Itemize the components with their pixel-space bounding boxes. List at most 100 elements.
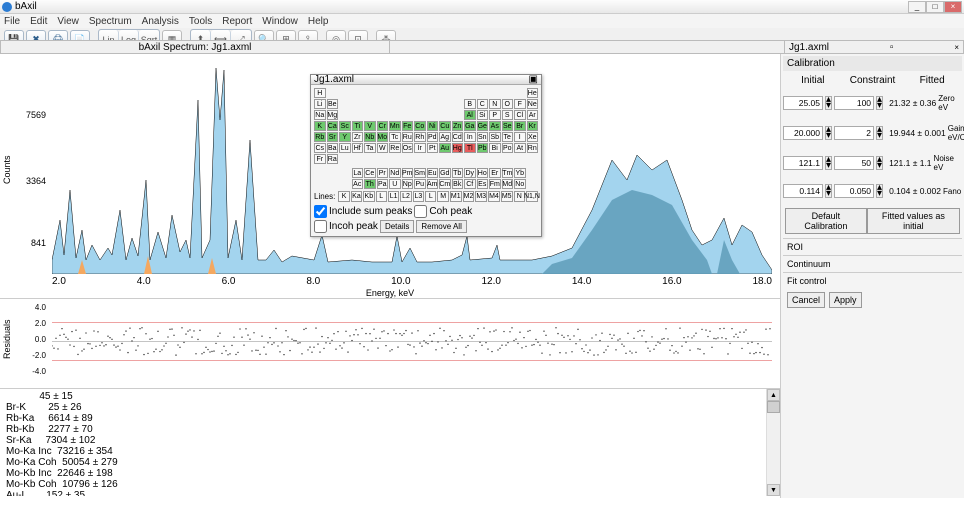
element-Hf[interactable]: Hf xyxy=(352,143,364,153)
element-He[interactable]: He xyxy=(527,88,539,98)
line-L2[interactable]: L2 xyxy=(400,191,411,202)
maximize-button[interactable]: □ xyxy=(926,1,944,13)
element-Kr[interactable]: Kr xyxy=(527,121,539,131)
line-Kb[interactable]: Kb xyxy=(363,191,374,202)
element-Rh[interactable]: Rh xyxy=(414,132,426,142)
element-Sr[interactable]: Sr xyxy=(327,132,339,142)
residuals-plot[interactable]: Residuals 4.0 2.0 0.0 -2.0 -4.0 xyxy=(0,298,780,388)
line-L1[interactable]: L1 xyxy=(388,191,399,202)
element-Cu[interactable]: Cu xyxy=(439,121,451,131)
element-Pt[interactable]: Pt xyxy=(427,143,439,153)
menu-tools[interactable]: Tools xyxy=(189,16,212,27)
line-N1,N[interactable]: N1,N xyxy=(526,191,538,202)
element-Gd[interactable]: Gd xyxy=(439,168,451,178)
element-Br[interactable]: Br xyxy=(514,121,526,131)
element-Hg[interactable]: Hg xyxy=(452,143,464,153)
element-Po[interactable]: Po xyxy=(502,143,514,153)
element-Nd[interactable]: Nd xyxy=(389,168,401,178)
element-Yb[interactable]: Yb xyxy=(514,168,526,178)
element-Ho[interactable]: Ho xyxy=(477,168,489,178)
line-M2[interactable]: M2 xyxy=(463,191,475,202)
line-M5[interactable]: M5 xyxy=(501,191,513,202)
element-Al[interactable]: Al xyxy=(464,110,476,120)
element-Cr[interactable]: Cr xyxy=(377,121,389,131)
calib-init-2[interactable] xyxy=(783,156,823,170)
element-Ir[interactable]: Ir xyxy=(414,143,426,153)
element-Ge[interactable]: Ge xyxy=(477,121,489,131)
file-tab[interactable]: Jg1.axml ▫ × xyxy=(784,40,964,54)
element-Y[interactable]: Y xyxy=(339,132,351,142)
element-Ti[interactable]: Ti xyxy=(352,121,364,131)
element-Os[interactable]: Os xyxy=(402,143,414,153)
minimize-button[interactable]: _ xyxy=(908,1,926,13)
remove-all-button[interactable]: Remove All xyxy=(416,220,466,233)
roi-section[interactable]: ROI xyxy=(783,238,962,255)
menu-view[interactable]: View xyxy=(57,16,79,27)
element-Pr[interactable]: Pr xyxy=(377,168,389,178)
details-button[interactable]: Details xyxy=(380,220,414,233)
menu-file[interactable]: File xyxy=(4,16,20,27)
element-Mg[interactable]: Mg xyxy=(327,110,339,120)
element-Bk[interactable]: Bk xyxy=(452,179,464,189)
results-scrollbar[interactable]: ▲ ▼ xyxy=(766,389,780,496)
element-Zn[interactable]: Zn xyxy=(452,121,464,131)
element-Am[interactable]: Am xyxy=(427,179,439,189)
line-M3[interactable]: M3 xyxy=(475,191,487,202)
line-M1[interactable]: M1 xyxy=(450,191,462,202)
element-Md[interactable]: Md xyxy=(502,179,514,189)
fitted-as-initial-button[interactable]: Fitted values as initial xyxy=(867,208,960,234)
element-Pm[interactable]: Pm xyxy=(402,168,414,178)
coh-peak-checkbox[interactable]: Coh peak xyxy=(414,205,472,218)
calib-con-0[interactable] xyxy=(834,96,874,110)
element-As[interactable]: As xyxy=(489,121,501,131)
menu-help[interactable]: Help xyxy=(308,16,329,27)
element-P[interactable]: P xyxy=(489,110,501,120)
element-Dy[interactable]: Dy xyxy=(464,168,476,178)
element-Rb[interactable]: Rb xyxy=(314,132,326,142)
element-Tl[interactable]: Tl xyxy=(464,143,476,153)
element-Np[interactable]: Np xyxy=(402,179,414,189)
calib-init-1[interactable] xyxy=(783,126,823,140)
continuum-section[interactable]: Continuum xyxy=(783,255,962,272)
element-S[interactable]: S xyxy=(502,110,514,120)
element-Cd[interactable]: Cd xyxy=(452,132,464,142)
element-Pb[interactable]: Pb xyxy=(477,143,489,153)
element-Tc[interactable]: Tc xyxy=(389,132,401,142)
element-Be[interactable]: Be xyxy=(327,99,339,109)
line-Ka[interactable]: Ka xyxy=(351,191,362,202)
element-C[interactable]: C xyxy=(477,99,489,109)
element-La[interactable]: La xyxy=(352,168,364,178)
element-Er[interactable]: Er xyxy=(489,168,501,178)
element-Fe[interactable]: Fe xyxy=(402,121,414,131)
line-M4[interactable]: M4 xyxy=(488,191,500,202)
element-In[interactable]: In xyxy=(464,132,476,142)
element-H[interactable]: H xyxy=(314,88,326,98)
tab-close-icon[interactable]: × xyxy=(954,43,959,52)
element-Ce[interactable]: Ce xyxy=(364,168,376,178)
element-Zr[interactable]: Zr xyxy=(352,132,364,142)
element-Co[interactable]: Co xyxy=(414,121,426,131)
element-Sc[interactable]: Sc xyxy=(339,121,351,131)
element-W[interactable]: W xyxy=(377,143,389,153)
element-Lu[interactable]: Lu xyxy=(339,143,351,153)
element-Ra[interactable]: Ra xyxy=(327,154,339,164)
menu-spectrum[interactable]: Spectrum xyxy=(89,16,132,27)
element-Ta[interactable]: Ta xyxy=(364,143,376,153)
spectrum-tab[interactable]: bAxil Spectrum: Jg1.axml xyxy=(0,40,390,54)
element-Cs[interactable]: Cs xyxy=(314,143,326,153)
menu-window[interactable]: Window xyxy=(262,16,298,27)
element-Pd[interactable]: Pd xyxy=(427,132,439,142)
line-L[interactable]: L xyxy=(376,191,387,202)
line-L3[interactable]: L3 xyxy=(413,191,424,202)
element-Ba[interactable]: Ba xyxy=(327,143,339,153)
element-O[interactable]: O xyxy=(502,99,514,109)
element-No[interactable]: No xyxy=(514,179,526,189)
line-K[interactable]: K xyxy=(338,191,349,202)
element-Ac[interactable]: Ac xyxy=(352,179,364,189)
element-Sm[interactable]: Sm xyxy=(414,168,426,178)
element-Li[interactable]: Li xyxy=(314,99,326,109)
element-Es[interactable]: Es xyxy=(477,179,489,189)
element-Ni[interactable]: Ni xyxy=(427,121,439,131)
element-Cm[interactable]: Cm xyxy=(439,179,451,189)
element-B[interactable]: B xyxy=(464,99,476,109)
